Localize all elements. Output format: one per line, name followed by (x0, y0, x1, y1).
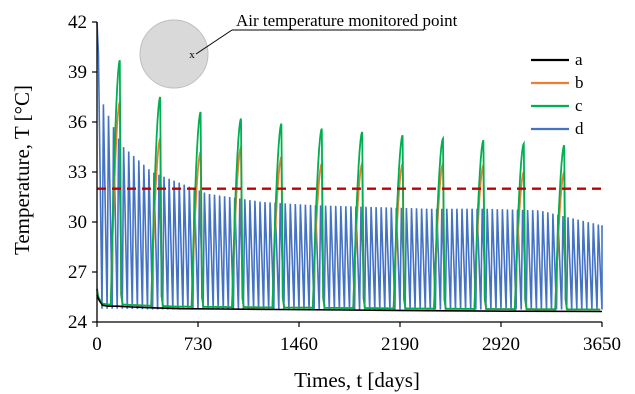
y-axis-title: Temperature, T [°C] (10, 85, 34, 255)
series-a-line (96, 294, 603, 313)
y-tick-label: 24 (68, 312, 88, 333)
x-tick-label: 0 (92, 334, 102, 355)
annotation-leader (195, 29, 233, 55)
annotation-text: Air temperature monitored point (236, 11, 458, 30)
y-tick-label: 30 (68, 212, 87, 233)
y-tick-label: 33 (68, 162, 87, 183)
x-tick-label: 1460 (280, 334, 318, 355)
annotation-group: x Air temperature monitored point (139, 11, 458, 89)
series-d-line (96, 21, 603, 310)
x-tick-label: 3650 (583, 334, 621, 355)
axes-layer: 24 27 30 33 36 39 42 0 730 1460 2190 2920 3650 (68, 12, 621, 355)
monitored-point-circle (139, 19, 209, 89)
y-tick-label: 39 (68, 62, 87, 83)
x-tick-label: 2190 (381, 334, 419, 355)
series-layer (96, 21, 603, 313)
x-tick-label: 730 (184, 334, 213, 355)
legend-label-a: a (575, 50, 583, 69)
legend-label-d: d (575, 119, 584, 138)
series-c-line (96, 59, 601, 312)
x-tick-label: 2920 (482, 334, 520, 355)
monitored-point-marker: x (189, 49, 195, 61)
x-axis-title: Times, t [days] (294, 368, 420, 392)
legend-label-c: c (575, 96, 583, 115)
legend-label-b: b (575, 73, 584, 92)
y-tick-label: 36 (68, 112, 87, 133)
y-tick-label: 42 (68, 12, 87, 33)
y-tick-label: 27 (68, 262, 87, 283)
